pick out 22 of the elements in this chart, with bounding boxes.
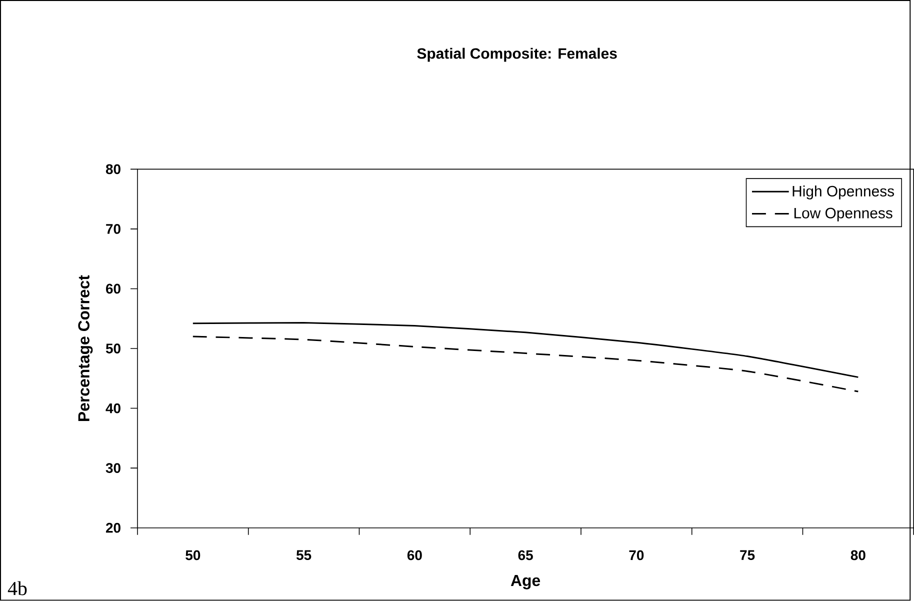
y-tick-label: 70 xyxy=(106,224,120,234)
line-series xyxy=(192,336,859,392)
y-axis-title: Percentage Correct xyxy=(78,275,93,422)
legend-label: Low Openness xyxy=(794,208,892,222)
y-tick-label: 80 xyxy=(106,164,120,174)
x-tick-label: 65 xyxy=(518,550,533,560)
x-tick-label: 75 xyxy=(740,550,755,560)
x-tick-label: 50 xyxy=(186,550,200,560)
y-tick-label: 40 xyxy=(106,403,120,414)
y-tick-label: 30 xyxy=(106,463,120,474)
legend-label: High Openness xyxy=(792,186,894,200)
y-tick-label: 60 xyxy=(106,284,120,294)
y-tick-label: 20 xyxy=(106,523,120,533)
x-tick-label: 80 xyxy=(850,550,866,560)
x-tick-label: 70 xyxy=(629,550,644,560)
x-tick-label: 55 xyxy=(296,550,312,560)
text: 4b xyxy=(8,581,27,596)
x-tick-label: 60 xyxy=(407,550,422,560)
y-tick-label: 50 xyxy=(106,344,120,354)
line-series xyxy=(192,322,859,378)
x-axis-title: Age xyxy=(510,575,540,590)
chart-title: Spatial Composite: Females xyxy=(417,48,617,62)
